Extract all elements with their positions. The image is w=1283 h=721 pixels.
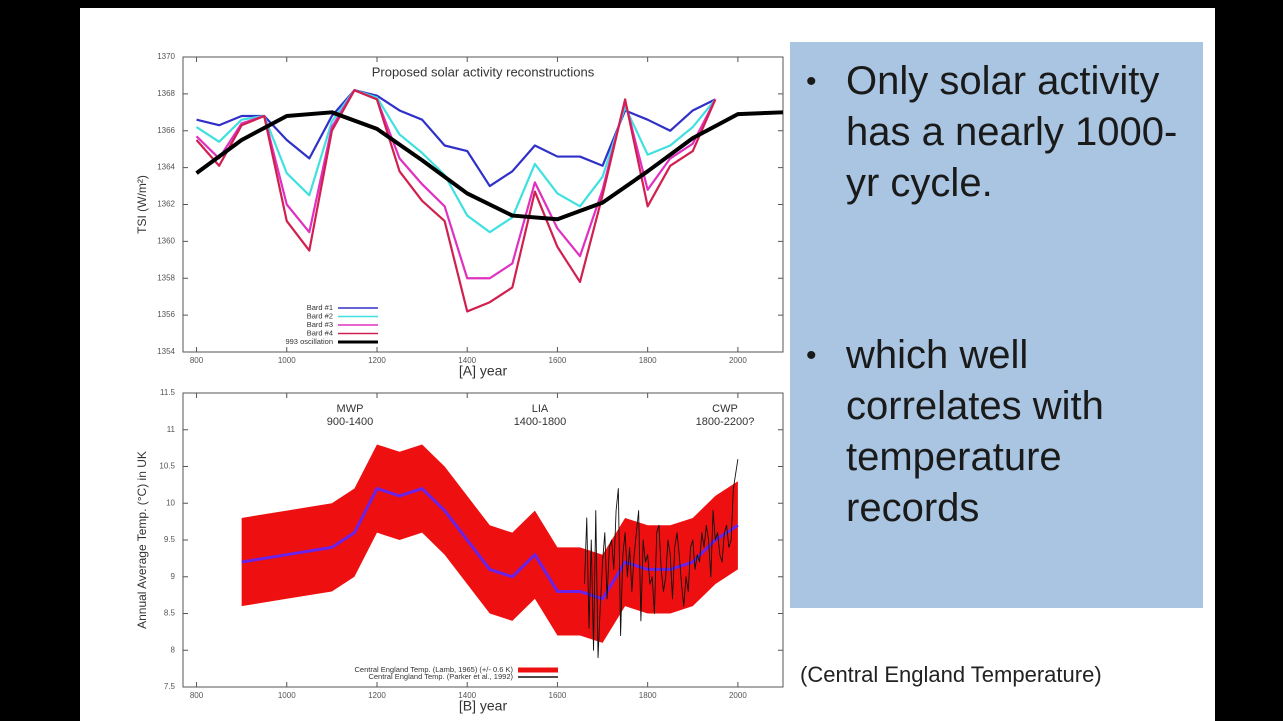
caption: (Central England Temperature): [800, 662, 1102, 687]
x-tick-label: 1000: [278, 691, 296, 700]
y-tick-label: 1358: [157, 273, 175, 282]
y-tick-label: 8: [171, 645, 176, 654]
y-tick-label: 1354: [157, 347, 175, 356]
y-tick-label: 10.5: [159, 462, 175, 471]
x-tick-label: 1200: [368, 356, 386, 365]
y-tick-label: 1360: [157, 236, 175, 245]
y-tick-label: 1366: [157, 126, 175, 135]
y-axis-label: Annual Average Temp. (°C) in UK: [135, 451, 149, 629]
x-tick-label: 800: [190, 691, 204, 700]
x-tick-label: 2000: [729, 356, 747, 365]
chart-title: Proposed solar activity reconstructions: [372, 64, 595, 79]
x-tick-label: 1400: [458, 356, 476, 365]
y-tick-label: 1364: [157, 163, 175, 172]
x-tick-label: 1000: [278, 356, 296, 365]
x-axis-label: [B] year: [459, 698, 508, 714]
x-tick-label: 2000: [729, 691, 747, 700]
x-tick-label: 1200: [368, 691, 386, 700]
annotation: LIA: [532, 403, 549, 415]
y-tick-label: 8.5: [164, 609, 176, 618]
series-line: [241, 487, 739, 601]
y-tick-label: 1370: [157, 52, 175, 61]
x-tick-label: 1400: [458, 691, 476, 700]
legend-label: Central England Temp. (Parker et al., 19…: [368, 672, 513, 681]
y-tick-label: 10: [166, 498, 175, 507]
x-tick-label: 1600: [549, 691, 567, 700]
error-band: [241, 444, 738, 643]
y-tick-label: 1368: [157, 89, 175, 98]
series-line: [195, 110, 784, 222]
bullet: which well correlates with temperature r…: [806, 330, 1186, 534]
annotation: MWP: [337, 403, 364, 415]
y-axis-label: TSI (W/m²): [135, 175, 149, 234]
annotation: CWP: [712, 403, 738, 415]
x-tick-label: 1800: [639, 356, 657, 365]
x-tick-label: 1600: [549, 356, 567, 365]
legend-label: Bard #3: [307, 320, 333, 329]
legend-label: Bard #1: [307, 303, 333, 312]
x-tick-label: 800: [190, 356, 204, 365]
legend-label: Bard #2: [307, 311, 333, 320]
annotation: 900-1400: [327, 416, 374, 428]
series-line: [195, 89, 717, 313]
text-panel: Only solar activity has a nearly 1000-yr…: [790, 42, 1203, 608]
legend-label: Central England Temp. (Lamb, 1965) (+/- …: [355, 665, 514, 674]
y-tick-label: 9.5: [164, 535, 176, 544]
y-tick-label: 11: [167, 425, 176, 434]
y-tick-label: 1362: [157, 200, 175, 209]
y-tick-label: 1356: [157, 310, 175, 319]
y-tick-label: 9: [171, 572, 176, 581]
annotation: 1800-2200?: [696, 416, 755, 428]
annotation: 1400-1800: [514, 416, 567, 428]
plot-frame: [182, 56, 784, 353]
legend-label: 993 oscillation: [285, 337, 333, 346]
x-tick-label: 1800: [639, 691, 657, 700]
series-line: [584, 459, 739, 659]
bullet: Only solar activity has a nearly 1000-yr…: [806, 56, 1186, 209]
legend-label: Bard #4: [307, 328, 333, 337]
y-tick-label: 7.5: [164, 682, 176, 691]
x-axis-label: [A] year: [459, 363, 508, 379]
y-tick-label: 11.5: [160, 388, 176, 397]
